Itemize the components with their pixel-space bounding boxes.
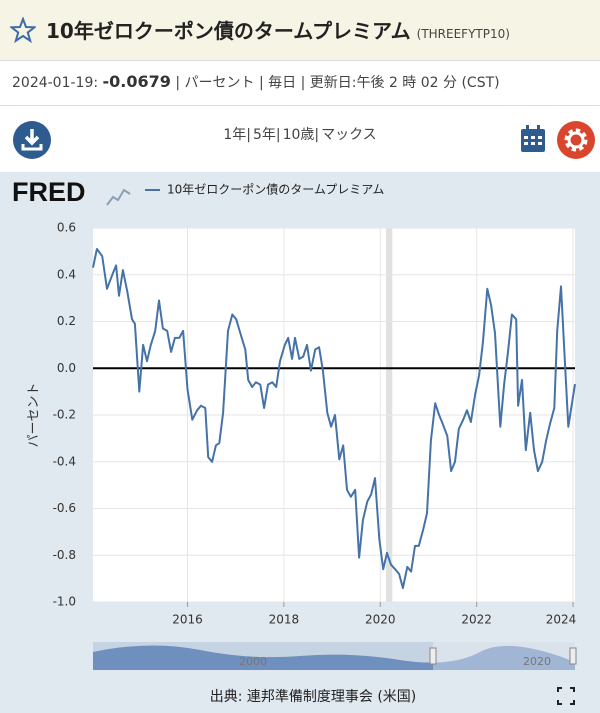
obs-meta: | パーセント | 毎日 | 更新日:午後 2 時 02 分 (CST) bbox=[175, 75, 500, 91]
x-tick-label: 2022 bbox=[461, 613, 492, 627]
range-button[interactable]: 10歳| bbox=[282, 127, 320, 143]
star-icon[interactable] bbox=[10, 17, 36, 43]
info-row: 2024-01-19: -0.0679 | パーセント | 毎日 | 更新日:午… bbox=[12, 72, 500, 92]
logo-icon bbox=[106, 188, 131, 206]
fred-logo: FRED bbox=[12, 177, 86, 207]
calendar-button[interactable] bbox=[519, 124, 547, 154]
y-tick-label: -1.0 bbox=[53, 595, 76, 609]
navigator-window[interactable] bbox=[433, 642, 575, 670]
obs-date: 2024-01-19: bbox=[12, 75, 99, 91]
y-tick-label: -0.6 bbox=[53, 501, 76, 515]
y-tick-label: -0.2 bbox=[53, 408, 76, 422]
y-axis-label: パーセント bbox=[27, 382, 42, 447]
y-tick-label: 0.4 bbox=[57, 267, 76, 281]
legend-label: 10年ゼロクーポン債のタームプレミアム bbox=[167, 182, 384, 197]
navigator-handle[interactable] bbox=[569, 647, 577, 665]
chart: FRED 2000 2020 出典: 連邦準備制度理事会 (米国) 0.6 0.4… bbox=[0, 172, 600, 713]
y-tick-label: 0.6 bbox=[57, 221, 76, 235]
y-tick-label: 0.2 bbox=[57, 314, 76, 328]
series-line bbox=[92, 248, 576, 589]
y-tick-label: -0.4 bbox=[53, 454, 76, 468]
settings-button[interactable] bbox=[556, 120, 596, 160]
title-text: 10年ゼロクーポン債のタームプレミアム bbox=[46, 19, 411, 43]
y-tick-label: 0.0 bbox=[57, 361, 76, 375]
toolbar: 1年| 5年| 10歳| マックス bbox=[0, 105, 600, 172]
title-bar: 10年ゼロクーポン債のタームプレミアム (THREEFYTP10) bbox=[0, 0, 600, 61]
x-tick-label: 2024 bbox=[546, 613, 577, 627]
source: 出典: 連邦準備制度理事会 (米国) bbox=[210, 689, 417, 705]
range-button[interactable]: 1年| bbox=[223, 127, 251, 143]
navigator-label: 2000 bbox=[239, 655, 267, 668]
x-tick-label: 2020 bbox=[365, 613, 396, 627]
range-buttons: 1年| 5年| 10歳| マックス bbox=[0, 124, 600, 144]
navigator-label: 2020 bbox=[523, 655, 551, 668]
navigator-series bbox=[93, 645, 575, 670]
title: 10年ゼロクーポン債のタームプレミアム (THREEFYTP10) bbox=[46, 15, 510, 44]
fullscreen-button[interactable] bbox=[557, 687, 575, 705]
navigator-handle[interactable] bbox=[429, 647, 437, 665]
obs-value: -0.0679 bbox=[102, 72, 171, 91]
download-button[interactable] bbox=[12, 120, 52, 160]
range-button[interactable]: 5年| bbox=[252, 127, 281, 143]
x-tick-label: 2016 bbox=[172, 613, 203, 627]
y-tick-label: -0.8 bbox=[53, 548, 76, 562]
series-id: (THREEFYTP10) bbox=[416, 27, 510, 41]
x-tick-label: 2018 bbox=[269, 613, 300, 627]
range-button[interactable]: マックス bbox=[321, 127, 377, 143]
